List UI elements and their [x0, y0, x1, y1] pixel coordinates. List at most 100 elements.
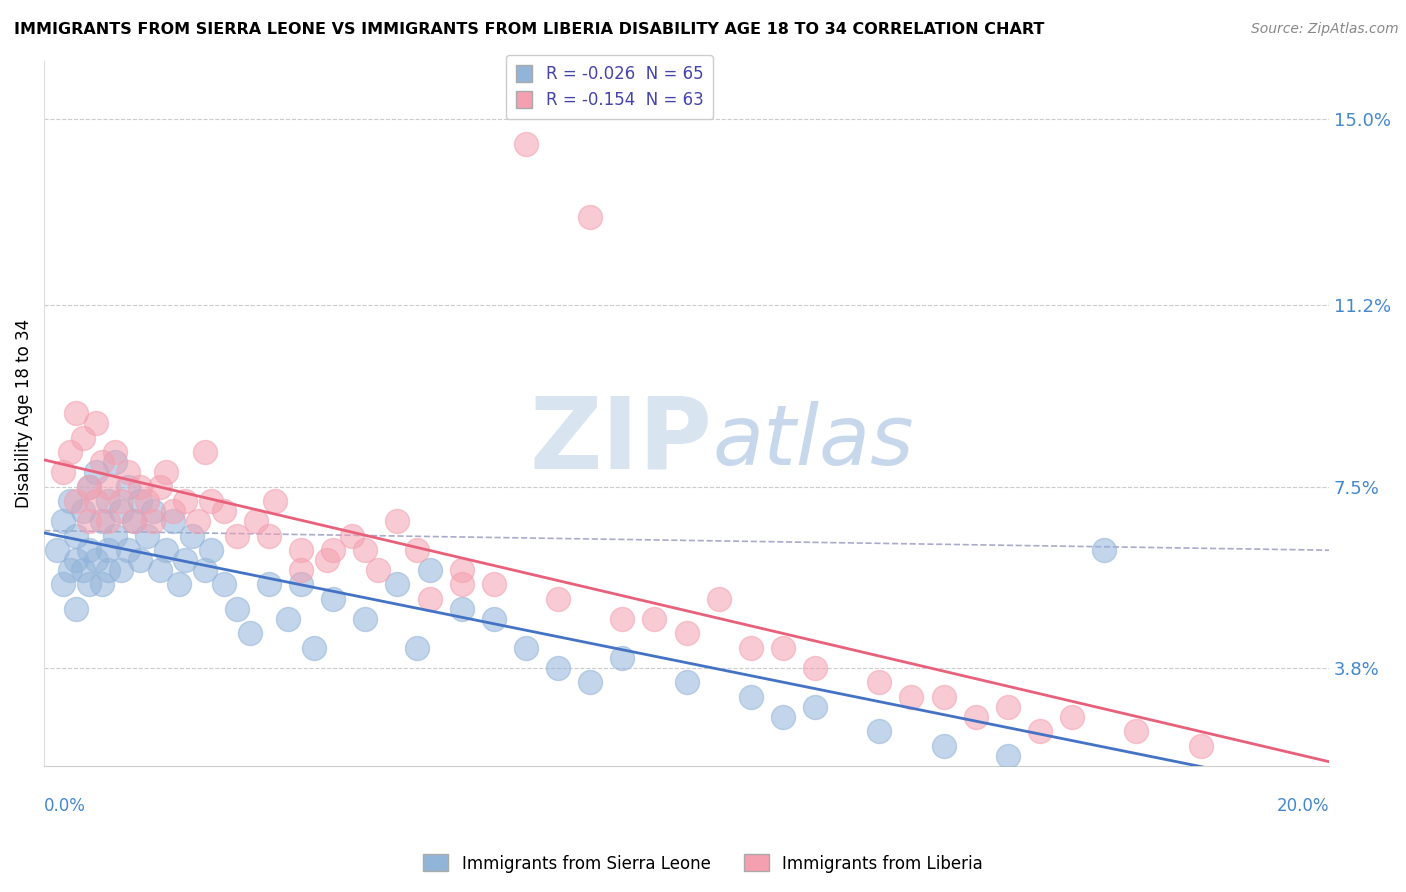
Point	[104, 455, 127, 469]
Point	[354, 543, 377, 558]
Point	[77, 577, 100, 591]
Text: IMMIGRANTS FROM SIERRA LEONE VS IMMIGRANTS FROM LIBERIA DISABILITY AGE 18 TO 34 : IMMIGRANTS FROM SIERRA LEONE VS IMMIGRAN…	[14, 22, 1045, 37]
Point	[868, 675, 890, 690]
Point	[187, 514, 209, 528]
Point	[290, 563, 312, 577]
Point	[277, 612, 299, 626]
Point	[579, 211, 602, 225]
Point	[84, 494, 107, 508]
Point	[482, 612, 505, 626]
Point	[387, 514, 409, 528]
Point	[174, 494, 197, 508]
Point	[180, 528, 202, 542]
Point	[129, 494, 152, 508]
Point	[804, 661, 827, 675]
Point	[342, 528, 364, 542]
Point	[675, 675, 697, 690]
Point	[547, 592, 569, 607]
Text: 0.0%: 0.0%	[44, 797, 86, 815]
Point	[804, 699, 827, 714]
Point	[129, 479, 152, 493]
Point	[900, 690, 922, 705]
Point	[225, 602, 247, 616]
Point	[72, 431, 94, 445]
Point	[302, 641, 325, 656]
Point	[450, 577, 472, 591]
Point	[405, 641, 427, 656]
Point	[482, 577, 505, 591]
Point	[419, 592, 441, 607]
Point	[612, 612, 634, 626]
Point	[1189, 739, 1212, 753]
Point	[77, 543, 100, 558]
Point	[90, 577, 112, 591]
Point	[290, 543, 312, 558]
Point	[1092, 543, 1115, 558]
Y-axis label: Disability Age 18 to 34: Disability Age 18 to 34	[15, 318, 32, 508]
Point	[155, 465, 177, 479]
Point	[65, 602, 87, 616]
Point	[149, 563, 172, 577]
Point	[405, 543, 427, 558]
Point	[932, 739, 955, 753]
Point	[194, 445, 217, 459]
Point	[52, 514, 75, 528]
Point	[772, 709, 794, 723]
Point	[167, 577, 190, 591]
Point	[264, 494, 287, 508]
Point	[97, 514, 120, 528]
Point	[212, 504, 235, 518]
Point	[200, 494, 222, 508]
Point	[239, 626, 262, 640]
Point	[225, 528, 247, 542]
Point	[84, 416, 107, 430]
Point	[90, 455, 112, 469]
Point	[155, 543, 177, 558]
Point	[65, 528, 87, 542]
Point	[245, 514, 267, 528]
Point	[117, 543, 139, 558]
Point	[117, 465, 139, 479]
Point	[257, 528, 280, 542]
Point	[129, 553, 152, 567]
Point	[354, 612, 377, 626]
Point	[46, 543, 69, 558]
Point	[97, 563, 120, 577]
Point	[162, 504, 184, 518]
Point	[515, 641, 537, 656]
Point	[932, 690, 955, 705]
Point	[97, 479, 120, 493]
Point	[707, 592, 730, 607]
Point	[200, 543, 222, 558]
Point	[142, 504, 165, 518]
Point	[643, 612, 665, 626]
Point	[997, 699, 1019, 714]
Point	[122, 514, 145, 528]
Point	[77, 479, 100, 493]
Point	[965, 709, 987, 723]
Point	[515, 136, 537, 151]
Point	[65, 553, 87, 567]
Point	[290, 577, 312, 591]
Point	[142, 514, 165, 528]
Point	[104, 528, 127, 542]
Point	[1060, 709, 1083, 723]
Point	[547, 661, 569, 675]
Point	[1125, 724, 1147, 739]
Point	[174, 553, 197, 567]
Point	[84, 465, 107, 479]
Point	[65, 494, 87, 508]
Point	[257, 577, 280, 591]
Point	[997, 748, 1019, 763]
Point	[194, 563, 217, 577]
Text: ZIP: ZIP	[530, 392, 713, 490]
Point	[90, 514, 112, 528]
Point	[117, 479, 139, 493]
Point	[579, 675, 602, 690]
Point	[65, 406, 87, 420]
Text: Source: ZipAtlas.com: Source: ZipAtlas.com	[1251, 22, 1399, 37]
Point	[868, 724, 890, 739]
Point	[77, 514, 100, 528]
Point	[419, 563, 441, 577]
Point	[135, 528, 157, 542]
